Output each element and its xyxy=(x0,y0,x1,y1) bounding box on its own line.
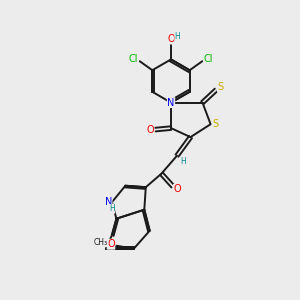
Text: Cl: Cl xyxy=(129,54,138,64)
Text: N: N xyxy=(167,98,175,108)
Text: N: N xyxy=(105,197,112,207)
Text: Cl: Cl xyxy=(204,54,213,64)
Text: H: H xyxy=(175,32,181,40)
Text: O: O xyxy=(146,124,154,135)
Text: H: H xyxy=(180,157,186,166)
Text: O: O xyxy=(107,239,115,249)
Text: O: O xyxy=(167,34,175,44)
Text: CH₃: CH₃ xyxy=(94,238,108,247)
Text: H: H xyxy=(109,204,115,213)
Text: O: O xyxy=(173,184,181,194)
Text: S: S xyxy=(218,82,224,92)
Text: S: S xyxy=(212,119,218,129)
